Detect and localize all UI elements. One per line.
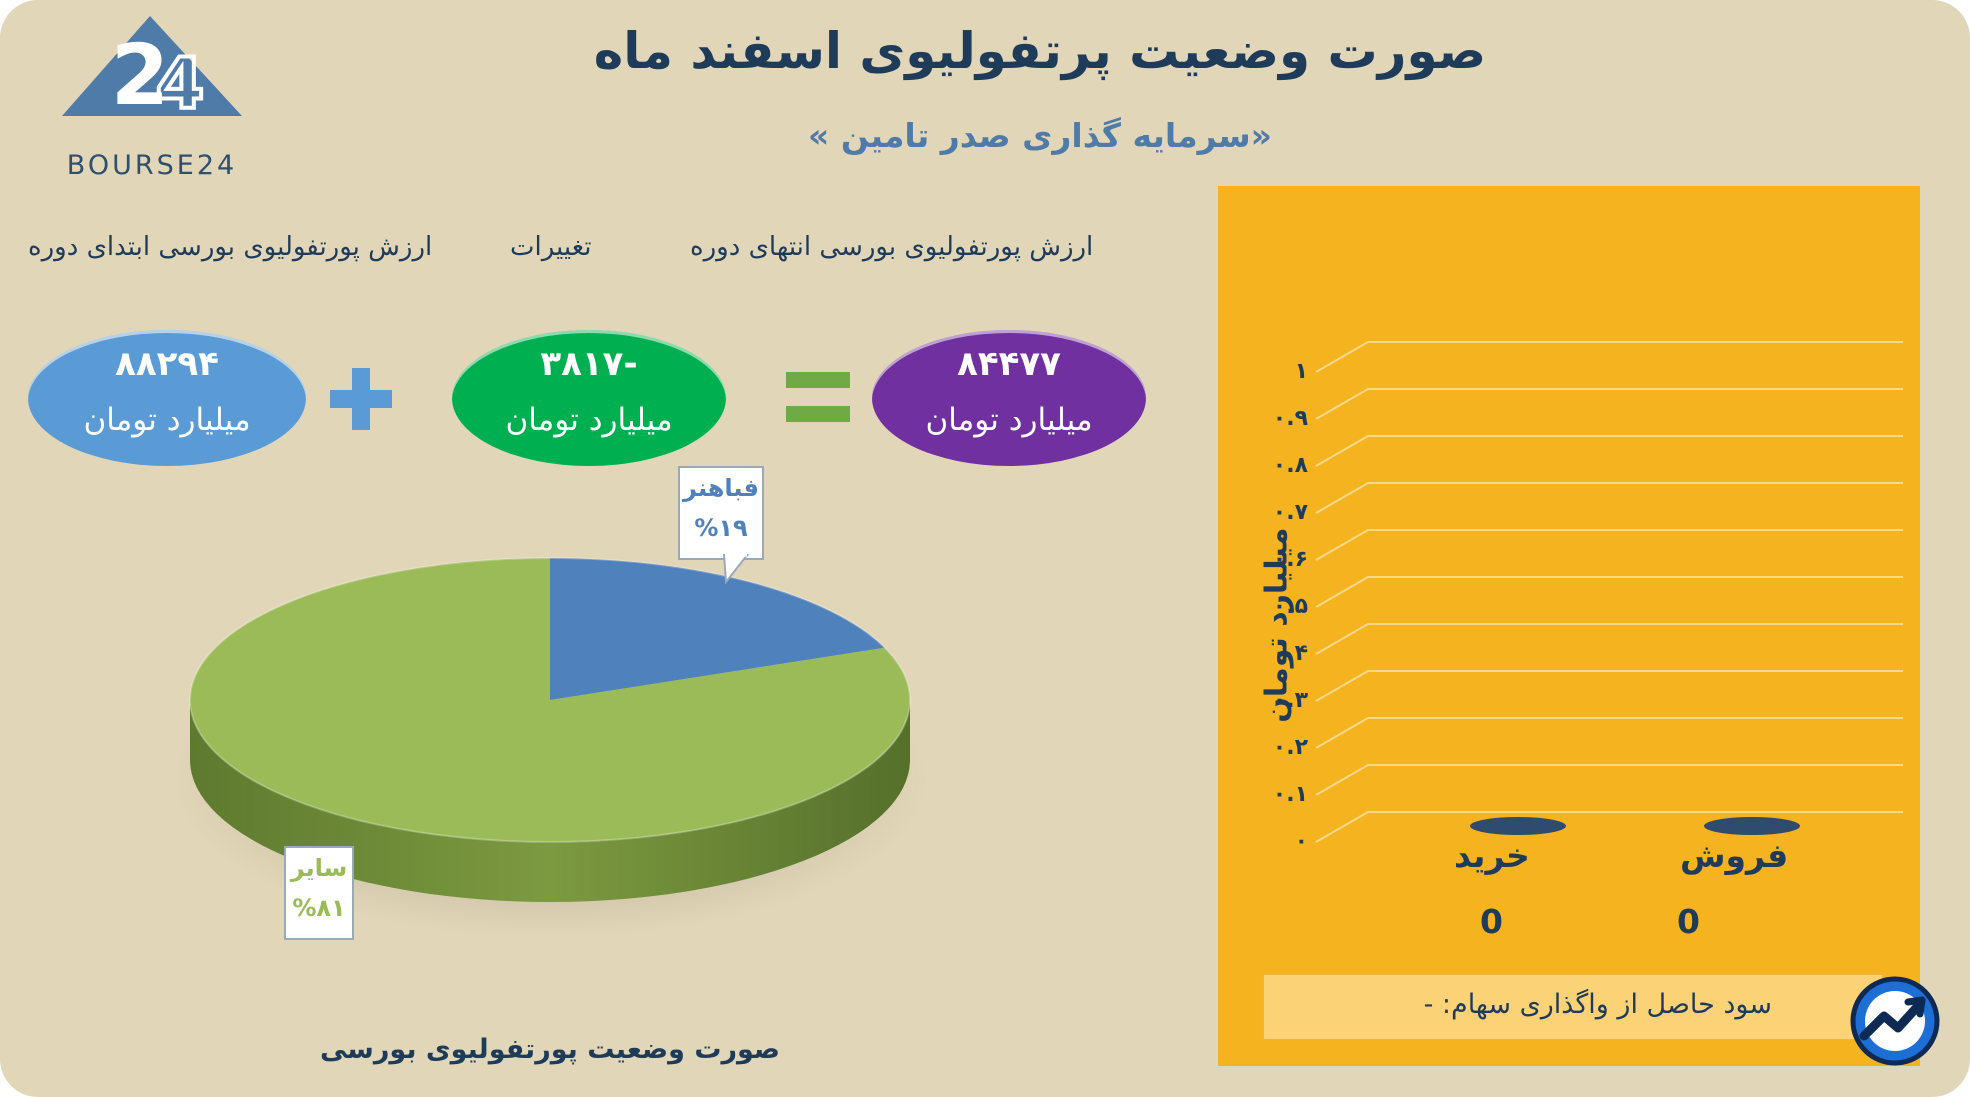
bar-chart-ylabel: میلیارد تومان (1259, 527, 1295, 723)
bar-0 (1470, 817, 1566, 835)
start-value-oval: ۸۸۲۹۴ میلیارد تومان (28, 330, 306, 466)
callout-pointer (722, 554, 750, 585)
start-value-unit: میلیارد تومان (83, 402, 251, 438)
end-value-unit: میلیارد تومان (925, 402, 1093, 438)
gridline-2 (1315, 717, 1903, 749)
ytick-label-5: ۰.۵ (1273, 594, 1308, 619)
end-value-oval: ۸۴۴۷۷ میلیارد تومان (872, 330, 1146, 466)
page-title: صورت وضعیت پرتفولیوی اسفند ماه (593, 22, 1487, 80)
logo-text: BOURSE24 (66, 150, 238, 181)
ytick-label-4: ۰.۴ (1273, 641, 1308, 666)
svg-text:4: 4 (156, 43, 205, 125)
start-value-label: ارزش پورتفولیوی بورسی ابتدای دوره (28, 232, 433, 262)
profit-text: سود حاصل از واگذاری سهام: - (1423, 989, 1772, 1020)
pie-top-rim (189, 557, 911, 843)
gridline-8 (1315, 435, 1903, 467)
end-value-label: ارزش پورتفولیوی بورسی انتهای دوره (690, 232, 1094, 262)
pie-caption: صورت وضعیت پورتفولیوی بورسی (319, 1034, 781, 1065)
profit-box: سود حاصل از واگذاری سهام: - (1263, 974, 1883, 1040)
page-subtitle: «سرمایه گذاری صدر تامین » (808, 116, 1272, 155)
ytick-label-9: ۰.۹ (1273, 406, 1308, 431)
end-value: ۸۴۴۷۷ (957, 344, 1061, 384)
category-label-sell: فروش (1680, 836, 1789, 875)
pie-callout-fabahonar: فباهنر %۱۹ (678, 466, 764, 560)
pie-label-fabahonar: فباهنر (683, 474, 759, 502)
change-label: تغییرات (510, 232, 592, 262)
change-value: -۳۸۱۷ (540, 344, 638, 384)
ytick-label-1: ۰.۱ (1273, 782, 1308, 807)
pie-value-fabahonar: %۱۹ (694, 514, 748, 542)
equals-icon (786, 372, 850, 422)
ytick-label-6: ۰.۶ (1273, 547, 1308, 572)
ytick-label-3: ۰.۳ (1273, 688, 1309, 713)
gridline-7 (1315, 482, 1903, 514)
start-value: ۸۸۲۹۴ (115, 344, 219, 384)
gridline-5 (1315, 576, 1903, 608)
category-value-sell: 0 (1677, 902, 1700, 941)
ytick-label-0: ۰ (1295, 829, 1308, 854)
portfolio-pie-chart (170, 557, 930, 938)
ytick-label-10: ۱ (1295, 359, 1308, 384)
bourse24-logo-icon: 2 4 (62, 16, 242, 127)
category-label-buy: خرید (1454, 836, 1530, 875)
ytick-label-8: ۰.۸ (1273, 453, 1309, 478)
pie-value-other: %۸۱ (292, 894, 346, 922)
gridline-3 (1315, 670, 1903, 702)
trend-arrow-icon (1850, 976, 1940, 1066)
bar-1 (1704, 817, 1800, 835)
gridline-0 (1315, 811, 1903, 843)
trade-bar-chart: ۰ ۰.۱ ۰.۲ ۰.۳ ۰.۴ ۰.۵ ۰.۶ ۰.۷ ۰.۸ ۰.۹ ۱ (1273, 341, 1903, 854)
trade-chart-panel: ۰ ۰.۱ ۰.۲ ۰.۳ ۰.۴ ۰.۵ ۰.۶ ۰.۷ ۰.۸ ۰.۹ ۱ (1218, 186, 1920, 1066)
ytick-label-7: ۰.۷ (1273, 500, 1309, 525)
gridline-10 (1315, 341, 1903, 373)
gridline-6 (1315, 529, 1903, 561)
gridline-4 (1315, 623, 1903, 655)
pie-slice-1 (190, 558, 911, 842)
pie-label-other: سایر (290, 854, 348, 882)
pie-slice-0 (550, 558, 885, 700)
category-value-buy: 0 (1480, 902, 1503, 941)
gridline-9 (1315, 388, 1903, 420)
plus-icon (330, 368, 392, 430)
pie-callout-other: سایر %۸۱ (284, 846, 354, 940)
change-value-unit: میلیارد تومان (505, 402, 673, 438)
ytick-label-2: ۰.۲ (1273, 735, 1309, 760)
svg-text:2: 2 (111, 26, 169, 124)
pie-side (190, 700, 910, 902)
gridline-1 (1315, 764, 1903, 796)
change-value-oval: -۳۸۱۷ میلیارد تومان (452, 330, 726, 466)
